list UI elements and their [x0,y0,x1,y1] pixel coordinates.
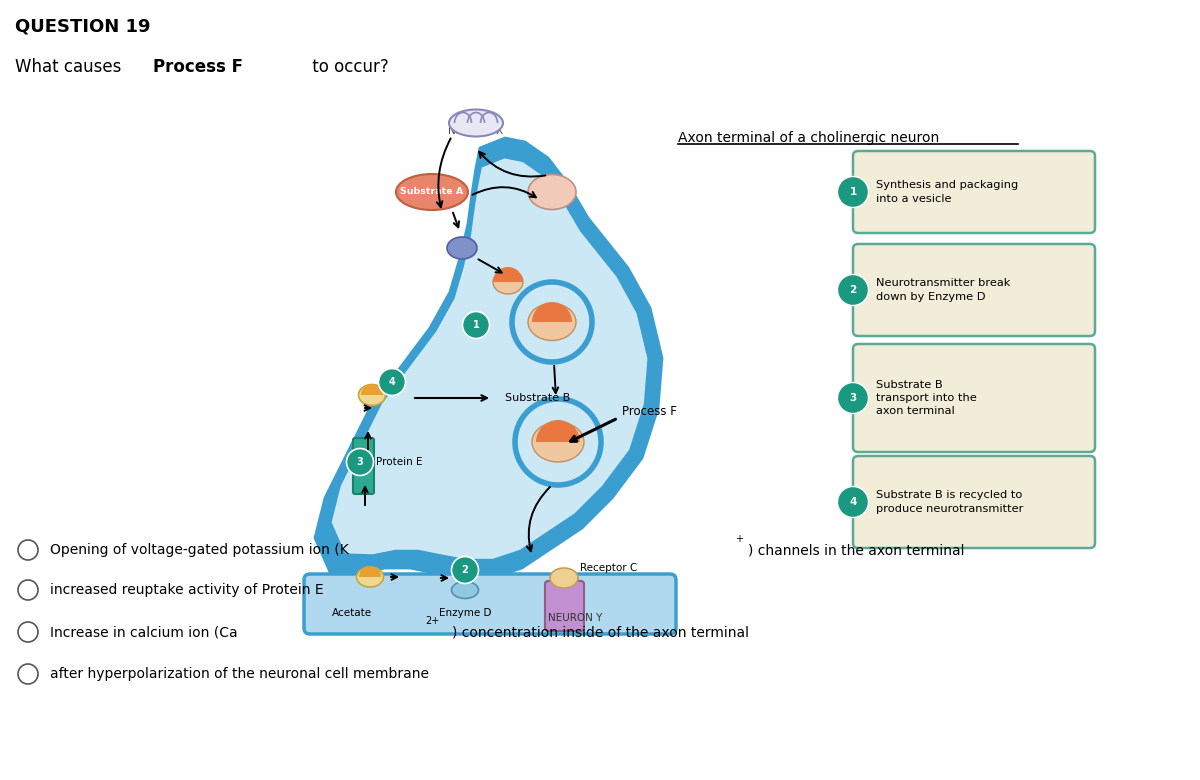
Text: 2: 2 [462,565,468,575]
Wedge shape [359,566,382,577]
Circle shape [18,622,38,642]
Circle shape [838,176,869,207]
Circle shape [18,664,38,684]
Circle shape [512,282,592,362]
Circle shape [378,368,406,395]
Text: Synthesis and packaging
into a vesicle: Synthesis and packaging into a vesicle [876,180,1019,204]
FancyBboxPatch shape [853,456,1096,548]
Text: NEURON Y: NEURON Y [548,613,602,623]
Ellipse shape [446,237,478,259]
Text: Protein E: Protein E [376,457,422,467]
Text: 3: 3 [850,393,857,403]
Text: Substrate B: Substrate B [505,393,570,403]
Text: Substrate B is recycled to
produce neurotransmitter: Substrate B is recycled to produce neuro… [876,491,1024,513]
FancyBboxPatch shape [853,151,1096,233]
Text: Process F: Process F [622,406,677,419]
Text: Neurotransmitter break
down by Enzyme D: Neurotransmitter break down by Enzyme D [876,278,1010,302]
Ellipse shape [356,567,384,587]
Circle shape [451,556,479,583]
Circle shape [838,487,869,517]
Wedge shape [536,420,580,442]
Circle shape [838,382,869,413]
Text: 1: 1 [850,187,857,197]
Text: 2+: 2+ [425,615,439,626]
Polygon shape [314,138,662,578]
Text: Axon terminal of a cholinergic neuron: Axon terminal of a cholinergic neuron [678,131,940,145]
Text: increased reuptake activity of Protein E: increased reuptake activity of Protein E [50,583,324,597]
Text: Substrate B
transport into the
axon terminal: Substrate B transport into the axon term… [876,380,977,417]
Wedge shape [532,302,572,322]
Text: to occur?: to occur? [307,58,389,76]
Wedge shape [361,384,383,395]
Text: 4: 4 [850,497,857,507]
Ellipse shape [359,385,385,406]
Text: +: + [734,534,743,544]
Text: Opening of voltage-gated potassium ion (K: Opening of voltage-gated potassium ion (… [50,543,349,557]
FancyBboxPatch shape [545,581,584,631]
Ellipse shape [550,568,578,588]
Ellipse shape [451,582,479,598]
Circle shape [18,540,38,560]
Circle shape [838,275,869,306]
Ellipse shape [528,175,576,210]
Text: Process F: Process F [154,58,242,76]
Text: 1: 1 [473,320,479,330]
FancyBboxPatch shape [353,438,374,494]
Ellipse shape [528,303,576,341]
Text: Acetate: Acetate [332,608,372,618]
Text: ) concentration inside of the axon terminal: ) concentration inside of the axon termi… [452,625,749,639]
Ellipse shape [449,109,503,136]
Text: NEURON X: NEURON X [449,126,504,136]
Text: ) channels in the axon terminal: ) channels in the axon terminal [748,543,965,557]
Ellipse shape [396,174,468,210]
Text: Substrate A: Substrate A [401,187,463,197]
FancyBboxPatch shape [304,574,676,634]
Circle shape [462,311,490,339]
Ellipse shape [493,270,523,294]
Text: 2: 2 [850,285,857,295]
Circle shape [18,580,38,600]
Text: Enzyme D: Enzyme D [439,608,491,618]
Text: What causes: What causes [14,58,127,76]
Text: 3: 3 [356,457,364,467]
Text: 4: 4 [389,377,395,387]
FancyBboxPatch shape [853,244,1096,336]
Text: QUESTION 19: QUESTION 19 [14,18,150,36]
Text: Receptor C: Receptor C [580,563,637,573]
Wedge shape [493,267,523,282]
Text: after hyperpolarization of the neuronal cell membrane: after hyperpolarization of the neuronal … [50,667,430,681]
Circle shape [347,448,373,476]
Ellipse shape [532,422,584,462]
Circle shape [515,399,601,485]
Text: Increase in calcium ion (Ca: Increase in calcium ion (Ca [50,625,238,639]
Polygon shape [331,158,648,558]
FancyBboxPatch shape [853,344,1096,452]
